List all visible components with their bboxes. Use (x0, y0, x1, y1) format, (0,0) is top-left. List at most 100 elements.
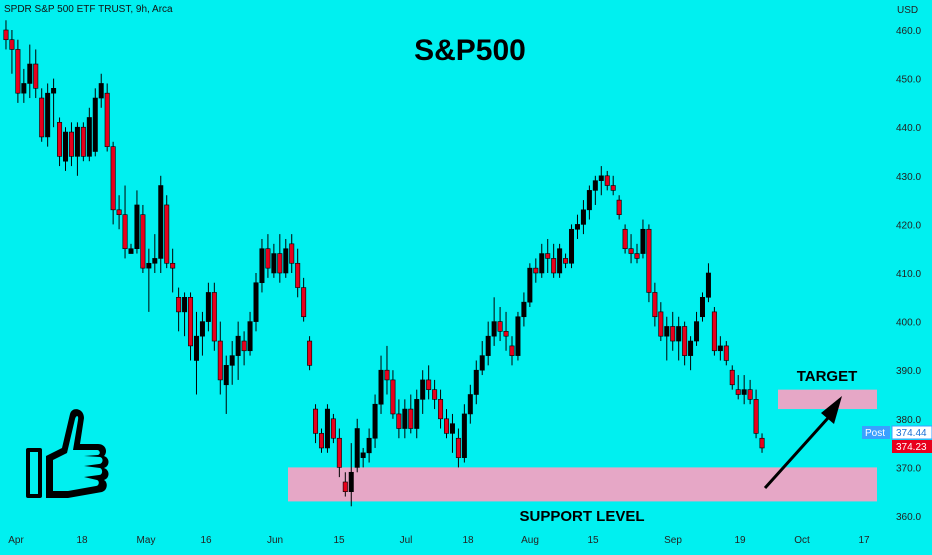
candle (634, 243, 640, 264)
candle (747, 379, 753, 405)
candle (354, 418, 360, 473)
candle (664, 316, 670, 361)
candle (223, 355, 229, 414)
candle (569, 224, 575, 269)
post-price-tag: Post 374.44 (862, 425, 932, 440)
candle (515, 311, 521, 361)
candle (384, 345, 390, 395)
y-tick-label: 420.0 (896, 220, 921, 231)
candle (80, 122, 86, 162)
x-tick-label: 16 (200, 535, 212, 546)
candle (485, 321, 491, 366)
candle (86, 107, 92, 162)
thumbs-up-icon (26, 409, 109, 498)
candle (277, 234, 283, 283)
candle (39, 88, 45, 142)
candle (193, 311, 199, 395)
currency-label: USD (897, 5, 919, 16)
candle (646, 224, 652, 303)
chart-title: S&P500 (414, 34, 526, 67)
candle (9, 30, 15, 74)
y-tick-label: 370.0 (896, 463, 921, 474)
candle (21, 68, 27, 103)
x-tick-label: 15 (587, 535, 599, 546)
candle (563, 253, 569, 269)
candle (676, 316, 682, 361)
candle (271, 243, 277, 278)
candle (324, 404, 330, 453)
candle (533, 258, 539, 283)
candle (68, 122, 74, 167)
candle (699, 292, 705, 322)
candle (336, 428, 342, 478)
candle (104, 83, 110, 152)
candle (759, 433, 765, 453)
candle (444, 409, 450, 439)
candle (247, 311, 253, 356)
candle (176, 287, 182, 332)
candle (658, 302, 664, 342)
candle (229, 341, 235, 385)
candle (402, 399, 408, 439)
support-label: SUPPORT LEVEL (519, 508, 644, 525)
candle (390, 370, 396, 419)
candle (557, 243, 563, 278)
y-tick-label: 460.0 (896, 26, 921, 37)
candle (199, 311, 205, 356)
candle (598, 166, 604, 196)
x-tick-label: 19 (734, 535, 746, 546)
candle (116, 195, 122, 230)
candle (539, 243, 545, 278)
candle (128, 243, 134, 254)
candle (301, 277, 307, 322)
post-value: 374.44 (896, 428, 927, 439)
target-label: TARGET (797, 368, 858, 385)
candle (408, 394, 414, 434)
candle (414, 389, 420, 439)
candle (467, 384, 473, 424)
candle (735, 375, 741, 400)
candle (604, 170, 610, 191)
candle (711, 307, 717, 356)
candle (628, 234, 634, 264)
candle (92, 88, 98, 157)
candle (164, 195, 170, 269)
last-value: 374.23 (896, 442, 927, 453)
y-tick-label: 430.0 (896, 172, 921, 183)
candle (140, 204, 146, 273)
candle (372, 394, 378, 448)
x-tick-label: May (137, 535, 156, 546)
candle (318, 428, 324, 453)
candle (27, 44, 33, 99)
candle (241, 331, 247, 366)
candle (33, 49, 39, 99)
y-tick-label: 410.0 (896, 269, 921, 280)
target-zone (778, 389, 877, 410)
x-tick-label: Jul (400, 535, 413, 546)
target-arrow (763, 396, 842, 490)
candle (295, 248, 301, 298)
support-zone (288, 467, 877, 502)
y-tick-label: 390.0 (896, 366, 921, 377)
candle (509, 336, 515, 366)
candle (45, 83, 51, 147)
candle (497, 307, 503, 342)
candle (15, 39, 21, 103)
candle (235, 321, 241, 380)
candle (63, 127, 69, 171)
x-tick-label: Apr (8, 535, 24, 546)
candle (57, 117, 63, 167)
candle (110, 141, 116, 225)
candle (182, 292, 188, 337)
candle (455, 428, 461, 468)
y-tick-label: 400.0 (896, 318, 921, 329)
candle (122, 185, 128, 259)
x-tick-label: Jun (267, 535, 283, 546)
candle (723, 341, 729, 366)
candle (253, 273, 259, 332)
candle (146, 248, 152, 312)
candle (503, 311, 509, 351)
candle (580, 200, 586, 235)
